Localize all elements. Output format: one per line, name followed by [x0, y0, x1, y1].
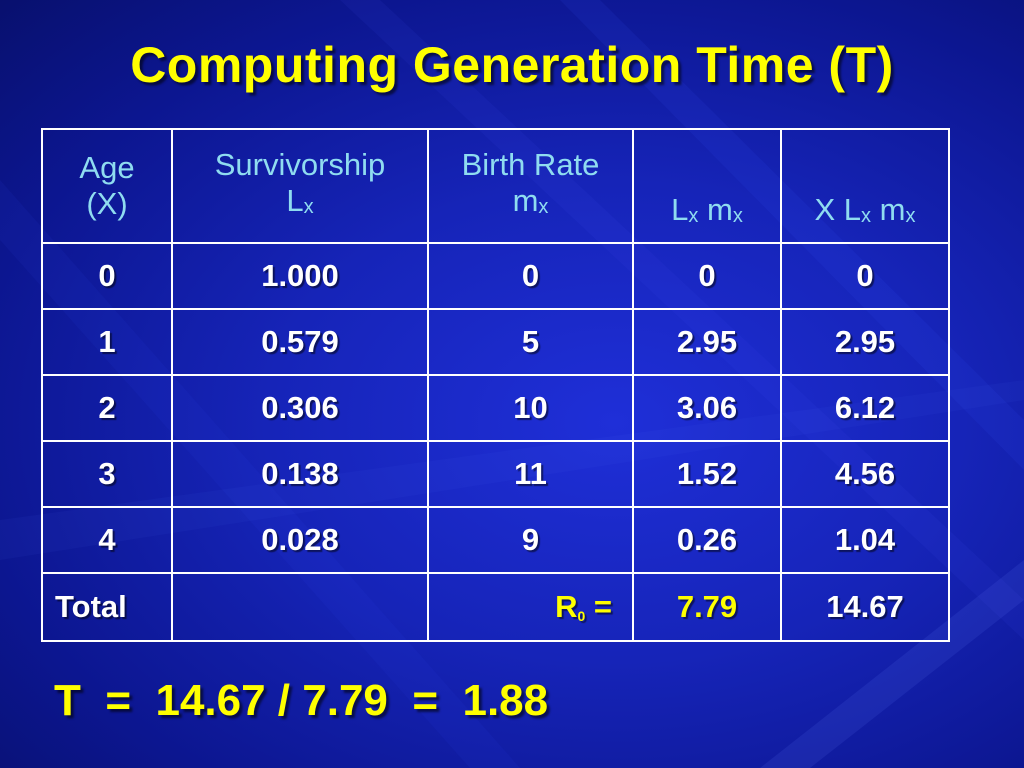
cell-x-lx-mx: 1.04 [780, 506, 950, 574]
generation-time-table: Age (X) Survivorship Lx Birth Rate mx Lx… [41, 128, 950, 642]
cell-lx-mx: 1.52 [632, 440, 782, 508]
cell-age: 4 [41, 506, 173, 574]
cell-age: 0 [41, 242, 173, 310]
generation-time-equation: T = 14.67 / 7.79 = 1.88 [54, 676, 549, 725]
cell-birth-rate: 0 [427, 242, 634, 310]
cell-birth-rate: 9 [427, 506, 634, 574]
cell-x-lx-mx: 2.95 [780, 308, 950, 376]
table-row: 1 0.579 5 2.95 2.95 [41, 308, 950, 376]
table-row: 0 1.000 0 0 0 [41, 242, 950, 310]
cell-survivorship: 0.028 [171, 506, 429, 574]
header-survivorship: Survivorship Lx [171, 128, 429, 244]
table-header-row: Age (X) Survivorship Lx Birth Rate mx Lx… [41, 128, 950, 244]
cell-survivorship: 0.138 [171, 440, 429, 508]
cell-birth-rate: 10 [427, 374, 634, 442]
header-x-lx-mx: X Lx mx [780, 128, 950, 244]
total-x-lx-mx: 14.67 [780, 572, 950, 642]
cell-x-lx-mx: 6.12 [780, 374, 950, 442]
cell-lx-mx: 0.26 [632, 506, 782, 574]
cell-age: 3 [41, 440, 173, 508]
cell-survivorship: 0.306 [171, 374, 429, 442]
table-row: 3 0.138 11 1.52 4.56 [41, 440, 950, 508]
r0-label: R0 = [427, 572, 634, 642]
cell-survivorship: 0.579 [171, 308, 429, 376]
cell-lx-mx: 2.95 [632, 308, 782, 376]
cell-lx-mx: 0 [632, 242, 782, 310]
cell-birth-rate: 11 [427, 440, 634, 508]
cell-x-lx-mx: 4.56 [780, 440, 950, 508]
header-birth-rate: Birth Rate mx [427, 128, 634, 244]
cell-age: 1 [41, 308, 173, 376]
cell-survivorship: 1.000 [171, 242, 429, 310]
cell-lx-mx: 3.06 [632, 374, 782, 442]
table-total-row: Total R0 = 7.79 14.67 [41, 572, 950, 642]
cell-age: 2 [41, 374, 173, 442]
slide-title: Computing Generation Time (T) [130, 37, 894, 93]
table-row: 2 0.306 10 3.06 6.12 [41, 374, 950, 442]
total-lx-mx: 7.79 [632, 572, 782, 642]
header-lx-mx: Lx mx [632, 128, 782, 244]
total-label: Total [41, 572, 173, 642]
header-age: Age (X) [41, 128, 173, 244]
total-empty-cell [171, 572, 429, 642]
cell-birth-rate: 5 [427, 308, 634, 376]
cell-x-lx-mx: 0 [780, 242, 950, 310]
table-row: 4 0.028 9 0.26 1.04 [41, 506, 950, 574]
